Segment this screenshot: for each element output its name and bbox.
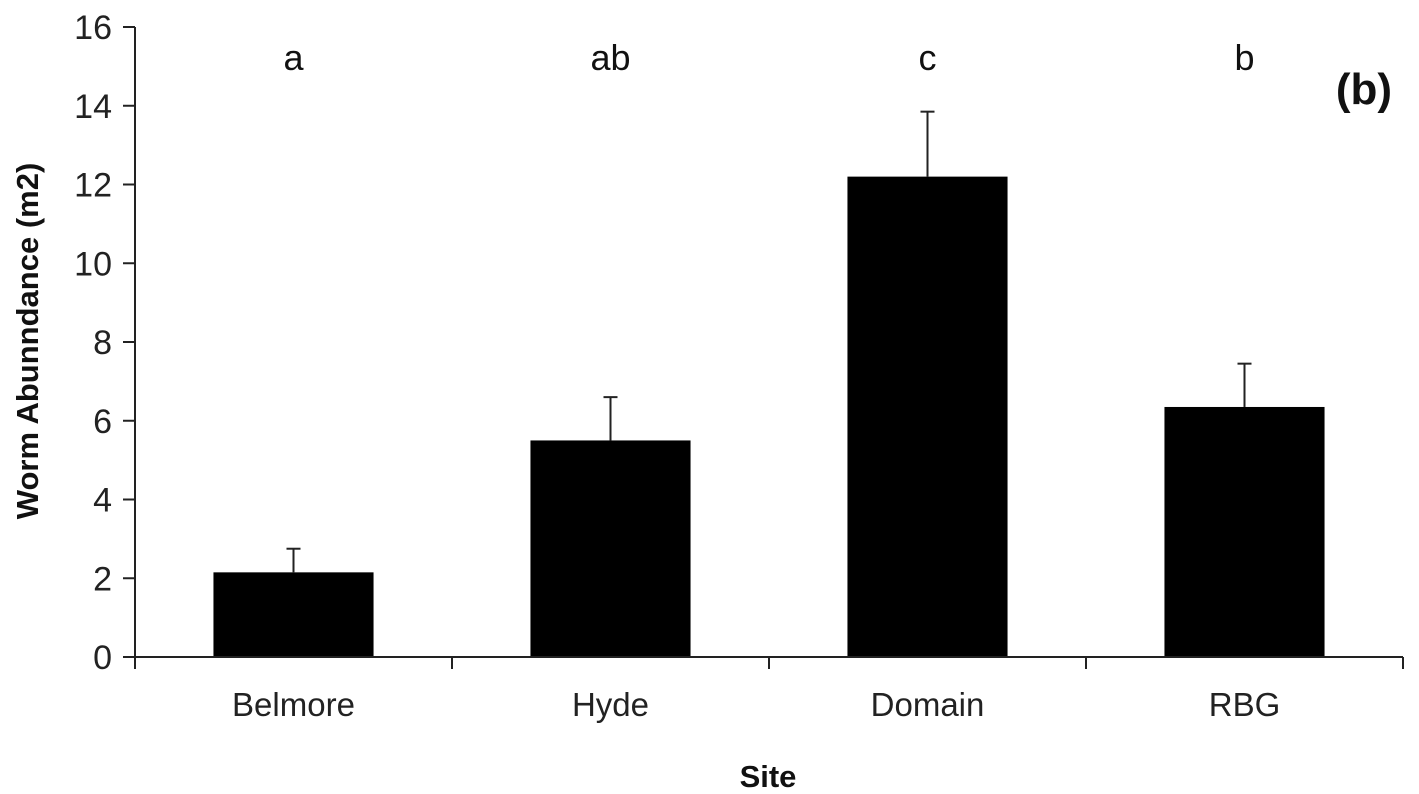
bar-rbg: [1164, 406, 1325, 657]
significance-letters: a ab c b: [283, 37, 1254, 78]
bars: [213, 176, 1325, 657]
y-axis-title: Worm Abunndance (m2): [10, 163, 45, 520]
y-tick-label: 12: [74, 167, 112, 205]
y-tick-label: 8: [93, 324, 112, 362]
y-tick-label: 10: [74, 245, 112, 283]
y-tick-label: 2: [93, 560, 112, 598]
y-axis: 0 2 4 6 8 10 12 14 16: [74, 9, 136, 677]
bar-domain: [847, 176, 1008, 657]
x-axis: Belmore Hyde Domain RBG: [134, 656, 1404, 723]
x-category-label: RBG: [1209, 686, 1281, 723]
x-category-label: Belmore: [232, 686, 355, 723]
y-tick-label: 0: [93, 639, 112, 677]
significance-letter: c: [919, 37, 937, 78]
y-tick-label: 14: [74, 88, 112, 126]
significance-letter: b: [1234, 37, 1254, 78]
x-category-label: Domain: [871, 686, 985, 723]
significance-letter: ab: [590, 37, 630, 78]
x-axis-title: Site: [740, 759, 797, 794]
panel-label: (b): [1336, 65, 1392, 114]
error-bars: [286, 110, 1252, 573]
y-tick-label: 4: [93, 482, 112, 520]
bar-belmore: [213, 572, 374, 657]
bar-hyde: [530, 440, 691, 657]
y-tick-label: 6: [93, 403, 112, 441]
x-category-label: Hyde: [572, 686, 649, 723]
significance-letter: a: [283, 37, 304, 78]
y-tick-label: 16: [74, 9, 112, 47]
